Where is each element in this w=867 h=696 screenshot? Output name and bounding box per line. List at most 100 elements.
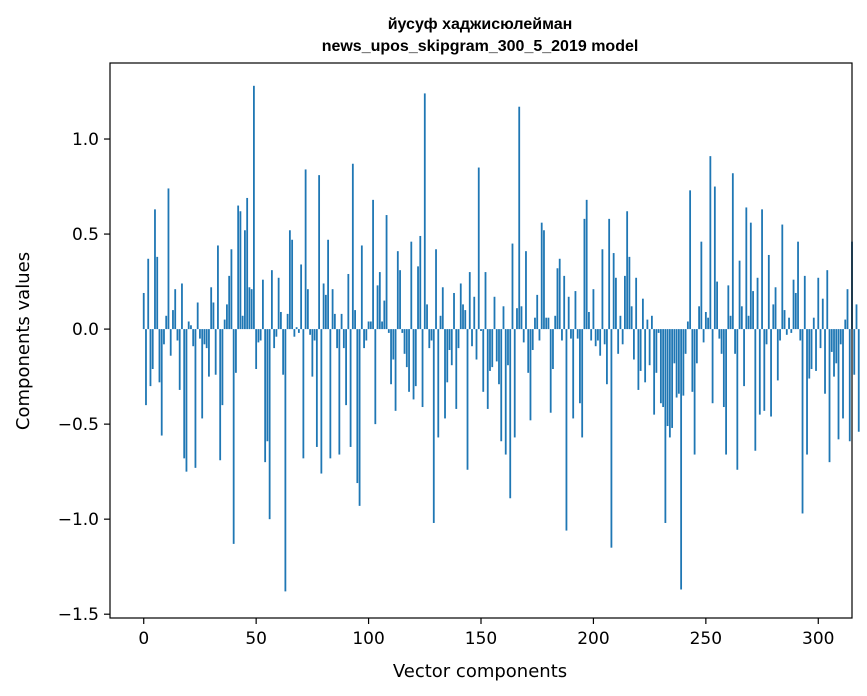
bar	[853, 329, 856, 375]
y-axis: −1.5 −1.0 −0.5 0.0 0.5 1.0	[58, 130, 110, 625]
bar	[421, 329, 424, 408]
bar	[819, 329, 822, 349]
bar	[518, 106, 521, 330]
bar	[729, 315, 732, 330]
bar	[536, 294, 539, 330]
bar	[324, 294, 327, 330]
bar	[385, 215, 388, 330]
bar	[345, 329, 347, 406]
bar	[408, 329, 410, 392]
bar	[709, 156, 712, 330]
bar	[147, 258, 150, 330]
bar	[754, 329, 757, 451]
bar	[817, 277, 820, 330]
bar	[752, 291, 754, 330]
bar	[295, 327, 298, 330]
bar	[558, 258, 561, 330]
y-tick-label: −1.0	[58, 510, 99, 530]
bar	[803, 275, 806, 330]
bar	[244, 230, 246, 330]
bar	[630, 306, 633, 330]
bar	[369, 321, 372, 330]
bar	[763, 329, 766, 411]
bar	[163, 329, 165, 345]
bar	[257, 329, 260, 343]
bar	[781, 224, 784, 330]
bar	[657, 329, 660, 333]
bar	[405, 329, 408, 368]
bar	[612, 253, 615, 330]
bar	[455, 329, 458, 409]
bar	[677, 329, 680, 394]
bar	[372, 199, 374, 330]
bar	[399, 270, 401, 330]
bar	[828, 329, 831, 463]
x-tick-label: 100	[352, 629, 384, 649]
y-tick-label: 0.5	[72, 225, 99, 245]
bar	[387, 329, 390, 333]
bar	[554, 315, 557, 330]
bar	[149, 329, 152, 387]
bar	[695, 329, 698, 364]
y-tick-label: 0.0	[72, 320, 99, 340]
y-tick-label: −0.5	[58, 415, 99, 435]
bar	[331, 289, 334, 330]
bar	[410, 241, 413, 330]
bar	[259, 329, 262, 341]
bar	[279, 311, 282, 330]
chart-subtitle: news_upos_skipgram_300_5_2019 model	[322, 38, 639, 55]
bar	[156, 256, 159, 330]
bar	[767, 254, 770, 330]
bar	[655, 329, 658, 373]
x-tick-label: 250	[690, 629, 722, 649]
plot-frame	[109, 62, 853, 619]
x-tick-label: 50	[245, 629, 267, 649]
bar	[446, 329, 449, 383]
bar	[262, 279, 264, 330]
bar	[772, 304, 775, 330]
bar	[792, 279, 795, 330]
bar	[801, 329, 804, 514]
bar	[246, 197, 249, 330]
bar	[547, 317, 550, 330]
y-tick-label: −1.5	[58, 605, 99, 625]
bar	[311, 329, 314, 377]
bar	[151, 329, 154, 370]
bar	[610, 329, 613, 548]
bar	[783, 310, 786, 330]
bar	[275, 329, 278, 337]
bar	[830, 329, 833, 352]
bar	[641, 298, 644, 330]
bar	[342, 329, 345, 349]
bar	[253, 85, 255, 330]
bar	[633, 329, 635, 360]
bar	[412, 329, 415, 400]
bar	[734, 329, 736, 354]
bar	[502, 306, 505, 330]
bar	[731, 173, 734, 330]
bar	[664, 329, 667, 523]
chart-title: йусуф хаджисюлейман	[388, 16, 573, 33]
bar	[599, 329, 602, 356]
bar	[529, 329, 532, 421]
bar	[176, 329, 179, 341]
bar	[365, 329, 368, 341]
bar	[725, 329, 727, 455]
bar	[552, 329, 554, 370]
bar	[700, 241, 703, 330]
bar	[799, 329, 802, 341]
bar	[423, 93, 426, 330]
bar	[428, 329, 431, 349]
bar	[713, 186, 716, 330]
bar	[167, 188, 170, 330]
bar	[160, 329, 163, 436]
bar	[329, 329, 332, 459]
bar	[570, 329, 572, 339]
bar	[635, 277, 638, 330]
bar	[509, 329, 512, 499]
bar	[597, 329, 599, 341]
bar	[576, 329, 579, 339]
bar	[848, 329, 851, 442]
bar	[482, 329, 485, 392]
